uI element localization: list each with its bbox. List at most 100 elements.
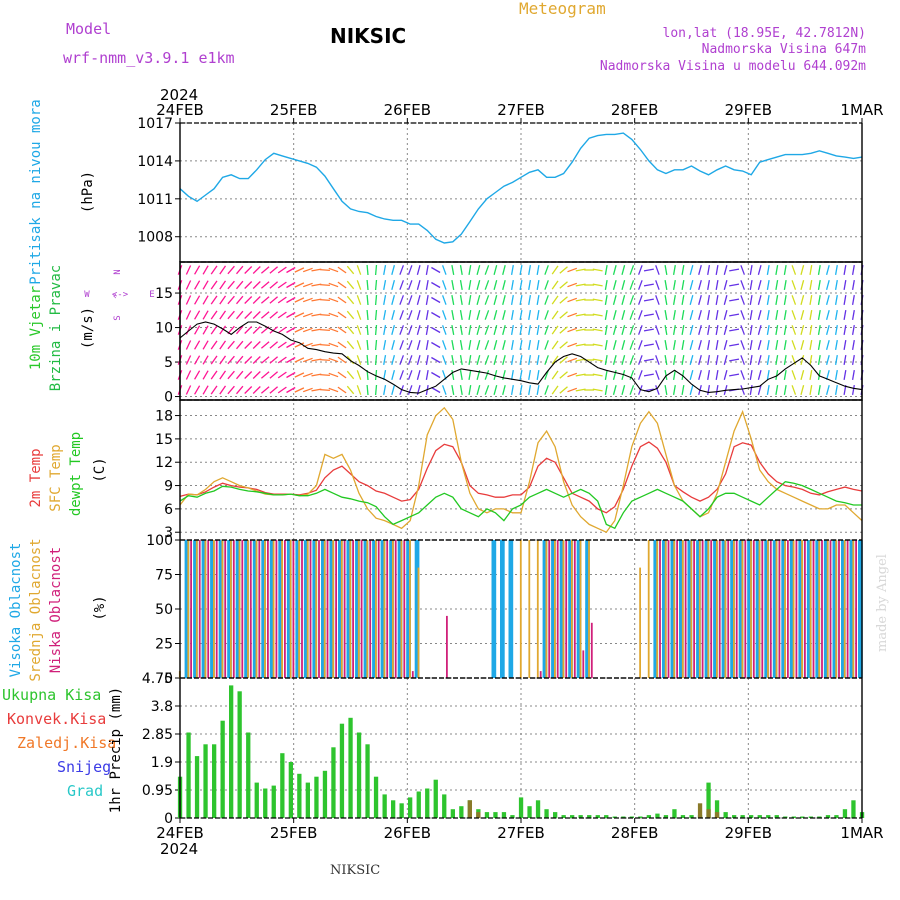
precip-total-bar [331,747,336,818]
wind-arrow [493,385,498,395]
cloud-low-bar [403,540,406,678]
wind-arrow [528,339,532,351]
wind-arrow [356,295,362,305]
cloud-high-bar [491,540,497,678]
wind-arrow [528,369,532,381]
wind-arrow [637,370,643,380]
compass-w: W [84,290,90,300]
wind-arrow [825,265,830,275]
wind-arrow [604,384,608,396]
wind-arrow [346,370,355,380]
wind-arrow [775,309,779,321]
cloud-low-bar [769,540,772,678]
x-tick-label-bottom: 28FEB [611,824,658,842]
wind-arrow [621,340,626,350]
y-tick-label: 5 [164,355,173,371]
wind-arrow [451,369,455,381]
cloud-mid-bar [647,540,650,678]
wind-arrow [791,325,797,335]
precip-total-bar [587,815,592,818]
wind-arrow [484,385,490,395]
wind-arrow [484,280,490,290]
wind-arrow [366,294,369,306]
wind-arrow [194,295,201,305]
wind-arrow [629,385,635,395]
cloud-mid-bar [843,540,846,678]
wind-arrow [681,294,685,306]
y-tick-label: 1011 [137,192,173,208]
wind-arrow [451,339,455,351]
cloud-high-bar [312,540,318,678]
cloud-low-bar [352,540,354,678]
wind-arrow [851,309,855,321]
wind-arrow [510,279,514,291]
precip-total-bar [271,785,276,818]
wind-arrow [484,265,490,275]
wind-arrow [834,384,838,396]
wind-arrow [441,280,447,290]
precip-total-bar [800,816,805,818]
wind-arrow [468,279,472,291]
wind-arrow [715,369,719,381]
wind-arrow [468,384,472,396]
wind-arrow [834,369,838,381]
cloud-high-bar [755,540,761,678]
cloud-high-bar [747,540,752,678]
wind-arrow [260,281,270,289]
wind-arrow [202,385,209,395]
wind-arrow [210,355,218,365]
y-tick-label: 1.9 [151,755,173,771]
wind-arrow [459,324,463,336]
wind-arrow [775,294,779,306]
precip-total-bar [527,806,532,818]
wind-arrow [441,325,447,335]
wind-arrow [194,370,201,380]
wind-arrow [643,358,654,362]
wind-arrow [629,340,635,350]
wind-arrow [551,370,559,380]
precip-total-bar [714,800,720,818]
wind-arrow [502,265,506,275]
cloud-mid-bar [818,540,821,678]
wind-arrow [612,370,617,380]
wind-arrow [551,385,559,395]
cloud-high-bar [235,540,241,678]
wind-arrow [219,280,227,290]
wind-arrow [757,310,762,320]
wind-arrow [425,339,429,351]
wind-arrow [510,264,514,276]
wind-arrow [551,355,559,365]
wind-arrow [219,370,227,380]
wind-arrow [210,385,218,395]
wind-arrow [740,310,746,320]
wind-arrow [431,326,441,334]
cloud-mid-bar [409,540,411,678]
wind-arrow [502,340,506,350]
wind-arrow [269,326,279,334]
wind-unit: (m/s) [80,307,96,349]
cloud-high-bar [363,540,369,678]
wind-arrow [740,280,746,290]
precip-legend-4: Snijeg [57,758,111,776]
wind-arrow [210,295,218,305]
wind-arrow [374,354,378,366]
wind-arrow [519,294,523,306]
wind-axis-label2: Brzina i Pravac [48,265,64,391]
wind-arrow [740,265,746,275]
wind-arrow [493,310,498,320]
wind-arrow [366,309,369,321]
wind-arrow [637,295,643,305]
wind-arrow [476,310,481,320]
wind-arrow [575,283,586,287]
pressure-line [179,132,863,244]
precip-total-bar [706,782,711,818]
wind-arrow [356,310,362,320]
cloud-high-bar [679,540,684,678]
wind-arrow [575,298,586,302]
wind-arrow [783,324,787,336]
wind-arrow [510,339,514,351]
wind-arrow [493,280,498,290]
wind-arrow [319,358,330,362]
wind-arrow [346,295,355,305]
wind-arrow [664,264,668,276]
